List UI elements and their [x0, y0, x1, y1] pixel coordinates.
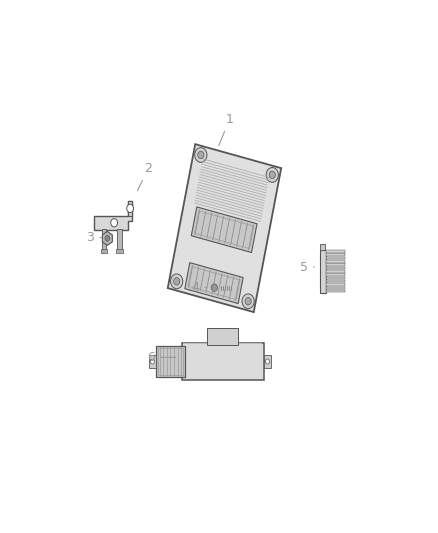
Circle shape [209, 281, 220, 294]
Text: 3: 3 [86, 231, 101, 244]
Bar [158, 348, 183, 375]
Bar [326, 250, 345, 253]
Bar [156, 346, 185, 377]
Bar [326, 284, 345, 286]
Circle shape [195, 148, 207, 163]
Bar [326, 266, 345, 269]
Circle shape [211, 284, 217, 292]
Polygon shape [185, 263, 243, 304]
Circle shape [266, 167, 279, 182]
Bar [326, 273, 345, 276]
Bar [116, 248, 123, 253]
Circle shape [198, 151, 204, 159]
Bar [183, 343, 262, 344]
Text: 2: 2 [138, 162, 152, 191]
Circle shape [105, 236, 110, 241]
Bar [326, 257, 345, 259]
Circle shape [170, 274, 183, 289]
Bar [117, 229, 122, 251]
Bar [149, 356, 156, 368]
Bar [320, 245, 325, 249]
Circle shape [151, 359, 155, 364]
Text: 5: 5 [300, 261, 314, 273]
Bar [220, 286, 234, 290]
Polygon shape [94, 201, 132, 230]
Circle shape [173, 278, 180, 285]
Polygon shape [102, 231, 113, 245]
Circle shape [127, 204, 134, 213]
Bar [182, 343, 264, 380]
Circle shape [245, 297, 251, 305]
Bar [320, 249, 326, 293]
Bar [101, 248, 107, 253]
Bar [326, 254, 345, 256]
Bar [326, 280, 345, 282]
Text: 1: 1 [219, 113, 233, 146]
Bar [326, 287, 345, 289]
Bar [207, 328, 238, 345]
Circle shape [242, 294, 254, 309]
Bar [326, 260, 345, 263]
Circle shape [265, 359, 270, 364]
Circle shape [269, 171, 276, 179]
Polygon shape [128, 201, 132, 216]
Polygon shape [168, 144, 281, 312]
Bar [326, 277, 345, 279]
Bar [102, 229, 106, 251]
Polygon shape [191, 207, 257, 253]
Circle shape [111, 219, 117, 227]
Bar [264, 356, 271, 368]
Bar [326, 263, 345, 266]
Bar [326, 290, 345, 293]
Bar [326, 270, 345, 272]
Text: 4: 4 [192, 281, 206, 294]
Text: 6: 6 [148, 351, 176, 364]
